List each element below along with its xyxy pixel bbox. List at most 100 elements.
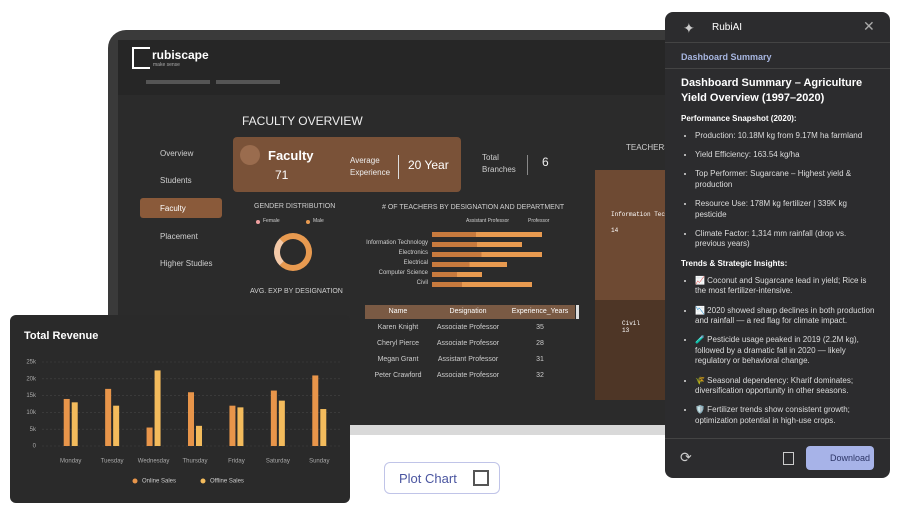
table-cell: Assistant Professor (437, 356, 499, 363)
table-cell: Karen Knight (377, 324, 419, 331)
button-label: Download (830, 453, 871, 463)
legend-text: Female (263, 218, 280, 224)
sidebar-item[interactable]: Placement (160, 232, 198, 241)
legend-dot (256, 220, 260, 224)
insight-item: 🧪 Pesticide usage peaked in 2019 (2.2M k… (695, 335, 876, 366)
table-cell: 35 (536, 324, 544, 331)
dept-label: Electronics (398, 250, 428, 256)
bar (320, 409, 327, 446)
table-cell: Associate Professor (436, 324, 500, 331)
insights-list: 📈 Coconut and Sugarcane lead in yield; R… (681, 276, 876, 426)
table-cell: 28 (536, 340, 544, 347)
table-header (365, 305, 575, 319)
treemap-cell (595, 300, 665, 400)
legend-dot (306, 220, 310, 224)
sidebar-item[interactable]: Overview (160, 149, 194, 158)
ai-name: RubiAI (712, 22, 743, 33)
y-tick-label: 5k (30, 427, 37, 433)
bar (188, 392, 194, 446)
tagline: make sense (153, 62, 180, 68)
nav-bar (216, 80, 280, 84)
sidebar-item[interactable]: Higher Studies (160, 259, 213, 268)
laptop-base (100, 425, 700, 435)
table-header-cell: Experience_Years (511, 308, 569, 315)
treemap-label: Civil (622, 320, 641, 327)
dept-label: Civil (416, 280, 428, 286)
download-button[interactable]: Download (806, 446, 874, 470)
dept-bar (432, 232, 542, 237)
divider (527, 155, 528, 175)
dept-bar (432, 252, 542, 257)
bar (105, 388, 112, 446)
bar (154, 370, 161, 446)
bar (63, 398, 70, 446)
table-header-cell: Designation (449, 308, 487, 315)
dept-bar (432, 282, 532, 287)
sidebar-item[interactable]: Faculty (160, 204, 186, 213)
table-cell: Megan Grant (377, 356, 419, 363)
bar (278, 400, 285, 446)
x-tick-label: Monday (60, 459, 81, 465)
snapshot-item: Climate Factor: 1,314 mm rainfall (drop … (695, 229, 876, 250)
x-tick-label: Saturday (266, 459, 290, 465)
card-label: Faculty (268, 148, 314, 163)
card-exp-label: Average Experience (350, 156, 391, 177)
snapshot-item: Yield Efficiency: 163.54 kg/ha (695, 150, 876, 160)
insight-item: 🌾 Seasonal dependency: Kharif dominates;… (695, 376, 876, 397)
x-tick-label: Friday (228, 459, 245, 465)
plot-chart-button[interactable]: Plot Chart (384, 462, 500, 494)
ai-subheading: Performance Snapshot (2020): (681, 113, 797, 123)
donut (274, 233, 312, 271)
bar (312, 375, 319, 446)
bar (270, 390, 277, 446)
treemap-cell (595, 170, 665, 300)
revenue-card: Total Revenue 0 5k 10k 15k 20k 25k Monday Tuesd… (10, 315, 350, 503)
close-button[interactable]: ✕ (863, 18, 875, 34)
faculty-card (233, 137, 461, 192)
avg-exp-title: AVG. EXP BY DESIGNATION (250, 288, 343, 295)
chart-title: Total Revenue (24, 330, 98, 342)
table-cell: 32 (536, 372, 544, 379)
revenue-chart: Total Revenue 0 5k 10k 15k 20k 25k Monday Tuesd… (24, 330, 340, 485)
dash-title: FACULTY OVERVIEW (242, 114, 363, 128)
bar (71, 402, 78, 446)
sidebar-active (140, 198, 222, 218)
refresh-button[interactable]: ⟳ (680, 449, 692, 465)
legend-text: Male (313, 218, 324, 224)
legend-text: Professor (528, 218, 550, 224)
divider (665, 42, 890, 43)
insight-item: 📈 Coconut and Sugarcane lead in yield; R… (695, 276, 876, 297)
card-exp-value: 20 Year (408, 158, 449, 172)
y-tick-label: 20k (26, 376, 37, 382)
card-count: 71 (275, 168, 289, 182)
treemap-value: 14 (611, 227, 619, 234)
bar (146, 427, 153, 446)
dept-label: Computer Science (378, 270, 428, 276)
button-label: Plot Chart (399, 471, 457, 486)
snapshot-item: Resource Use: 178M kg fertilizer | 339K … (695, 199, 876, 220)
legend-text: Assistant Professor (466, 218, 510, 224)
table-cell: 31 (536, 356, 544, 363)
logo: rubiscape (152, 48, 209, 62)
table-cell: Associate Professor (436, 372, 500, 379)
x-tick-label: Thursday (182, 459, 207, 465)
ai-heading: Dashboard Summary – Agriculture Yield Ov… (681, 77, 863, 104)
y-tick-label: 0 (33, 444, 37, 450)
y-tick-label: 25k (26, 360, 37, 366)
bar (229, 405, 236, 446)
divider (665, 438, 890, 439)
ai-panel: ✦ RubiAI ✕ Dashboard Summary Dashboard S… (665, 12, 890, 478)
legend-label: Offline Sales (210, 479, 244, 485)
teachers-chart-title: # OF TEACHERS BY DESIGNATION AND DEPARTM… (382, 204, 565, 211)
table-cell: Cheryl Pierce (376, 340, 419, 347)
copy-button[interactable] (783, 452, 794, 465)
dept-label: Electrical (403, 260, 428, 266)
x-tick-label: Tuesday (101, 459, 124, 465)
sidebar-item[interactable]: Students (160, 176, 192, 185)
gender-title: GENDER DISTRIBUTION (254, 203, 336, 210)
scrollbar (576, 305, 579, 319)
treemap-title: TEACHERS (626, 143, 670, 152)
ai-icon: ✦ (683, 20, 695, 36)
dept-bar (432, 262, 507, 267)
